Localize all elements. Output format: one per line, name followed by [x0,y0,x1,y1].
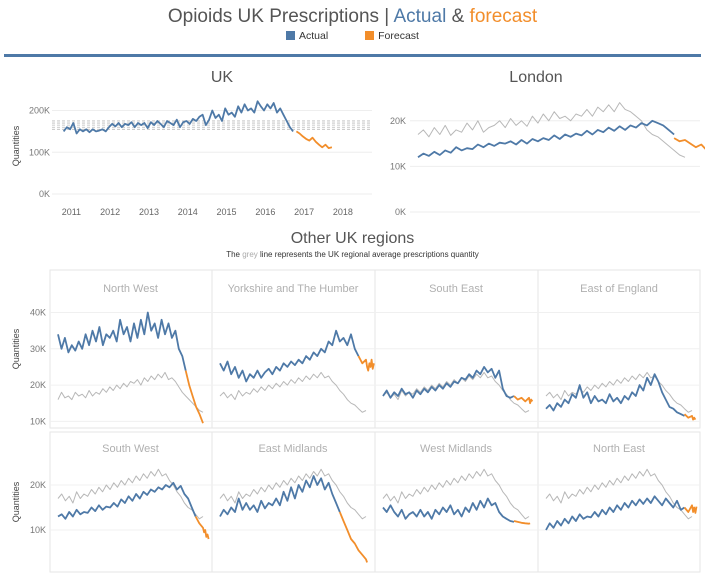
series-forecast-london [673,137,705,150]
y-tick-label-uk: 0K [39,189,50,199]
series-average-north-west [57,371,204,413]
series-actual-north-east [545,495,685,531]
y-tick-label-uk: 100K [29,147,50,157]
y-tick-label-regions: 10K [30,416,46,426]
series-average-yorkshire-and-the-humber [219,371,367,413]
series-actual-uk [62,100,294,135]
title-actual: Actual [393,6,447,27]
series-actual-east-of-england [545,373,685,417]
series-actual-london [417,119,675,159]
x-tick-label-uk: 2018 [333,207,353,217]
series-average-east-of-england [545,371,693,413]
legend-swatch-actual [286,31,296,40]
series-forecast-south-west [194,516,210,540]
series-actual-south-west [57,481,197,520]
legend-swatch-forecast [365,31,375,40]
y-tick-label-uk: 200K [29,106,50,116]
panel-title-east-of-england: East of England [580,283,658,295]
subtitle-grey: grey [242,250,258,259]
regions-section-title: Other UK regions [290,230,415,247]
series-forecast-east-midlands [338,511,368,563]
series-actual-yorkshire-and-the-humber [219,329,360,383]
y-tick-label-regions: 10K [30,525,46,535]
dashboard-title: Opioids UK Prescriptions | Actual & fore… [0,6,705,28]
series-average-south-west [57,468,204,520]
series-forecast-north-east [683,504,698,514]
series-actual-north-west [57,311,187,371]
panel-title-north-east: North East [593,443,645,455]
panel-title-east-midlands: East Midlands [258,443,328,455]
series-forecast-east-of-england [683,413,697,421]
series-average-london [417,102,686,158]
legend-actual-label[interactable]: Actual [299,30,329,42]
chart-title-uk: UK [211,69,234,86]
y-tick-label-regions: 20K [30,380,46,390]
y-tick-label-london: 10K [390,161,406,171]
series-forecast-west-midlands [513,520,531,525]
title-amp: & [451,6,465,27]
series-actual-south-east [382,365,515,399]
regions-section-subtitle: The grey line represents the UK regional… [0,250,705,259]
y-tick-label-regions: 40K [30,308,46,318]
chart-title-london: London [509,69,562,86]
x-tick-label-uk: 2012 [100,207,120,217]
series-actual-west-midlands [382,497,515,523]
subtitle-post: line represents the UK regional average … [260,250,479,259]
legend-forecast-label[interactable]: Forecast [378,30,419,42]
panel-title-yorkshire-and-the-humber: Yorkshire and The Humber [228,283,359,295]
series-forecast-uk [295,130,333,150]
title-forecast: forecast [469,6,538,27]
series-average-north-east [545,468,693,520]
series-average-west-midlands [382,468,530,520]
y-axis-label-uk: Quantities [11,125,21,166]
subtitle-pre: The [226,250,240,259]
series-forecast-yorkshire-and-the-humber [357,355,375,372]
x-tick-label-uk: 2011 [62,207,81,217]
y-tick-label-london: 0K [395,207,406,217]
series-forecast-north-west [184,370,204,424]
x-tick-label-uk: 2017 [294,207,314,217]
y-tick-label-london: 20K [390,116,406,126]
y-tick-label-regions: 20K [30,480,46,490]
panel-title-west-midlands: West Midlands [420,443,492,455]
x-tick-label-uk: 2014 [178,207,198,217]
panel-title-south-west: South West [102,443,159,455]
series-average-east-midlands [219,468,367,520]
x-tick-label-uk: 2013 [139,207,159,217]
title-main: Opioids UK Prescriptions | [167,6,390,27]
title-divider [4,54,701,57]
series-actual-east-midlands [219,475,341,517]
x-tick-label-uk: 2015 [217,207,237,217]
y-axis-label-regions: Quantities [11,328,21,369]
panel-title-north-west: North West [103,283,158,295]
series-forecast-south-east [513,395,534,405]
y-tick-label-regions: 30K [30,344,46,354]
x-tick-label-uk: 2016 [255,207,275,217]
legend: Actual Forecast [0,30,705,42]
y-axis-label-regions: Quantities [11,481,21,522]
panel-title-south-east: South East [429,283,483,295]
